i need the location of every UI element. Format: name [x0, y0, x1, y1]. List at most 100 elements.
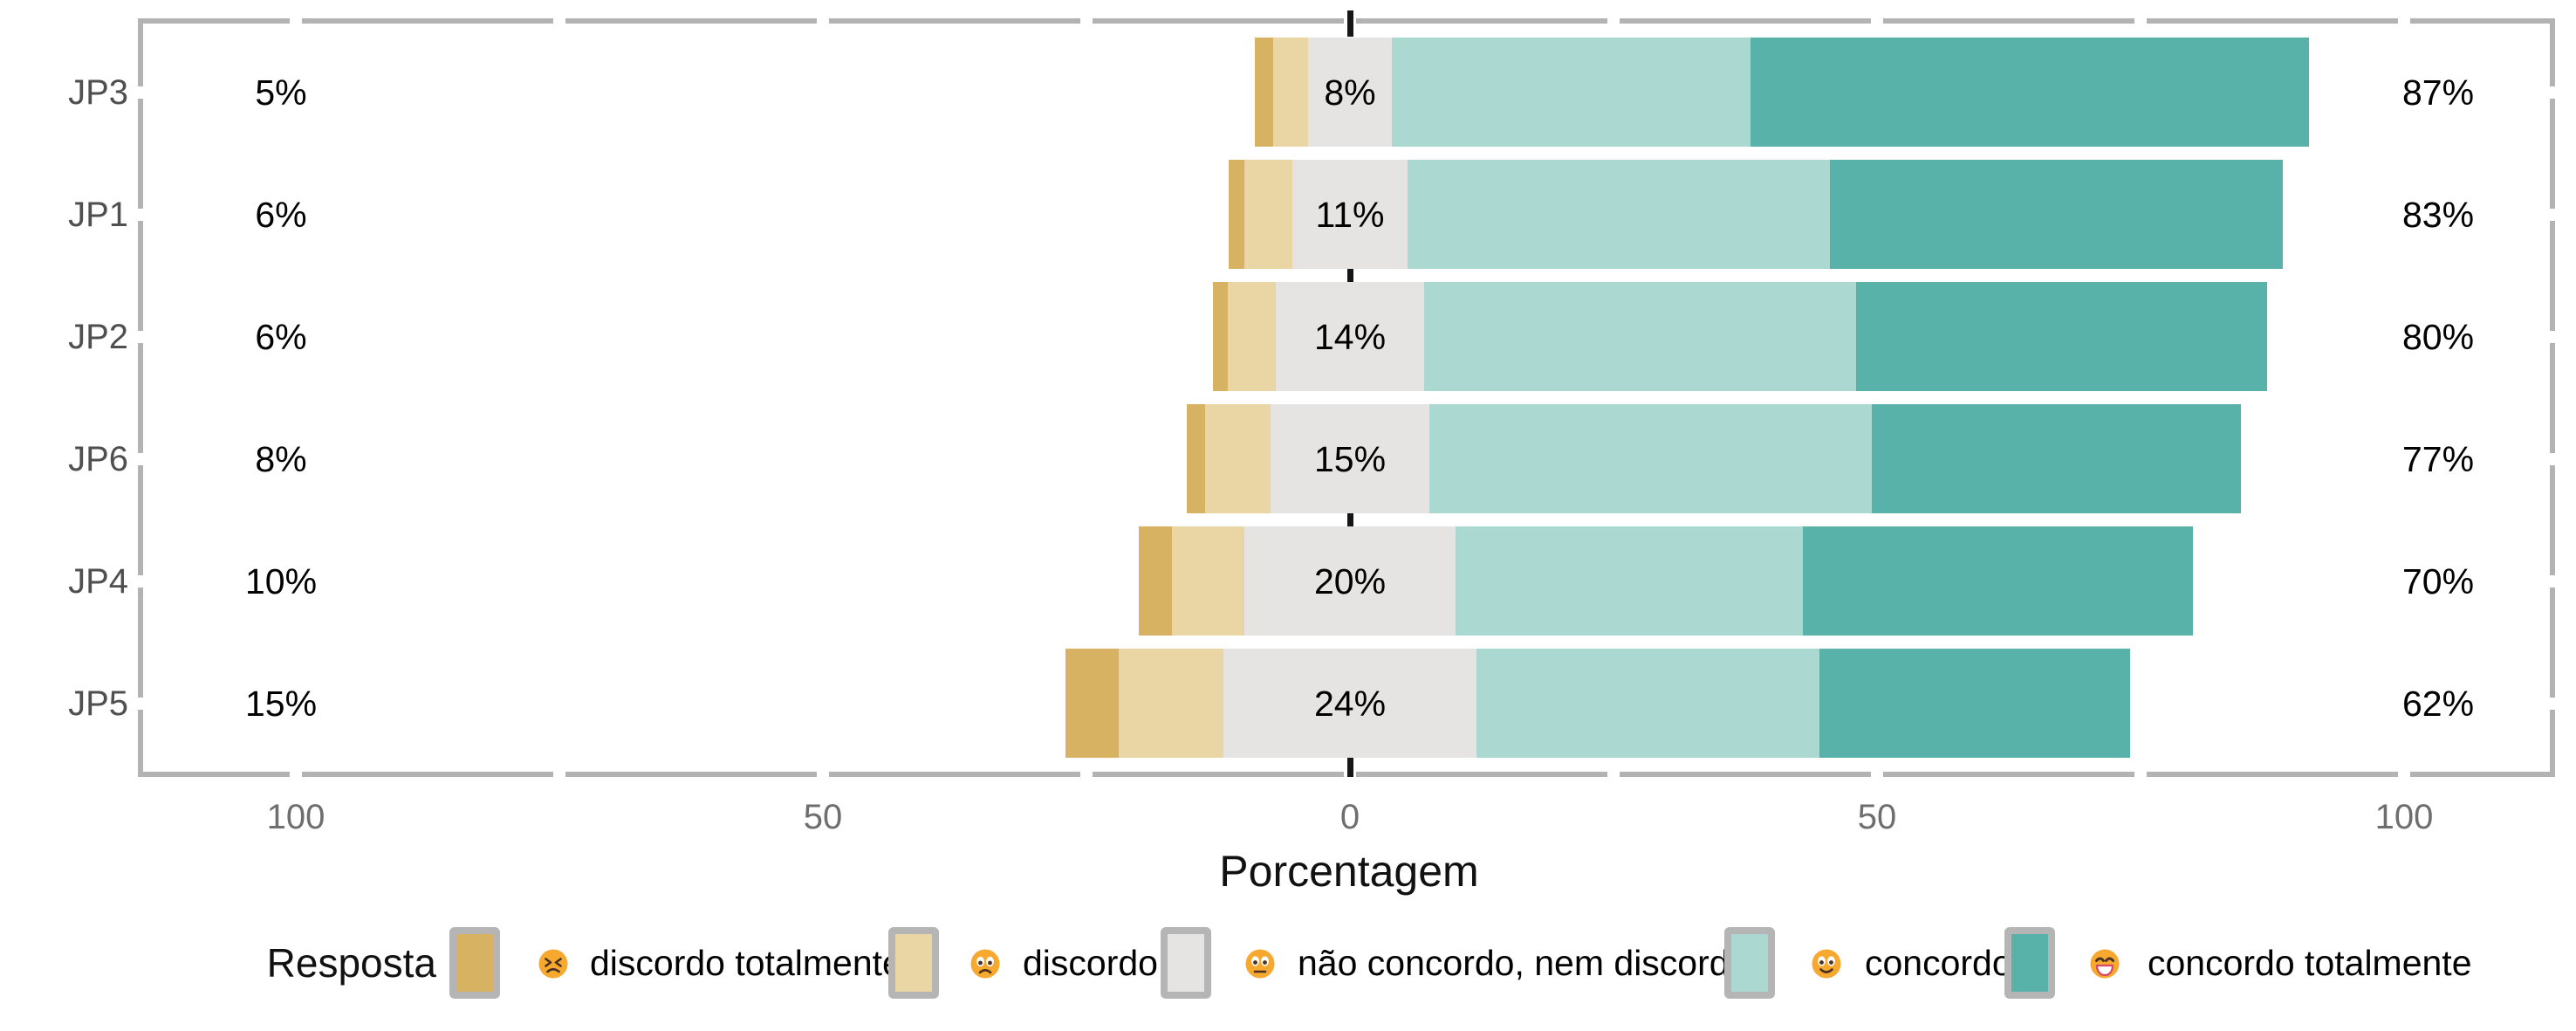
- panel-border-segment: [2550, 464, 2555, 575]
- bar-segment-level-3: [1271, 404, 1429, 513]
- center-neutral-percent-label: 8%: [1324, 72, 1376, 113]
- y-axis-label-jp6: JP6: [68, 439, 128, 478]
- bar-segment-level-3: [1223, 649, 1476, 758]
- bar-row-jp5: [1065, 649, 2130, 758]
- bar-row-jp3: [1255, 38, 2310, 147]
- frowning-face-icon: [969, 948, 1001, 979]
- panel-border-segment: [829, 18, 1080, 24]
- bar-segment-level-5: [1829, 160, 2284, 269]
- panel-border-segment: [302, 772, 553, 777]
- y-axis-label-jp3: JP3: [68, 72, 128, 112]
- panel-border-segment: [2410, 18, 2555, 24]
- bar-segment-level-2: [1119, 649, 1223, 758]
- bar-segment-level-2: [1205, 404, 1271, 513]
- grinning-face-icon: [2089, 948, 2120, 979]
- legend-label: discordo: [1023, 943, 1158, 983]
- panel-border-segment: [2410, 772, 2555, 777]
- panel-border-segment: [2550, 709, 2555, 777]
- panel-border-segment: [1883, 772, 2134, 777]
- left-disagree-percent-label: 10%: [244, 560, 318, 601]
- legend-key-frowning-face: [888, 927, 939, 999]
- bar-row-jp2: [1212, 282, 2267, 391]
- panel-border-segment: [2550, 98, 2555, 209]
- bar-segment-level-1: [1139, 526, 1172, 636]
- bar-row-jp1: [1229, 160, 2284, 269]
- x-axis-title: Porcentagem: [1219, 847, 1479, 896]
- bar-segment-level-1: [1255, 38, 1273, 147]
- bar-segment-level-5: [1855, 282, 2267, 391]
- legend-key-slightly-smiling-face: [1724, 927, 1775, 999]
- y-axis-label-jp2: JP2: [68, 317, 128, 356]
- center-neutral-percent-label: 20%: [1313, 560, 1387, 601]
- bar-segment-level-5: [1803, 526, 2194, 636]
- slightly-smiling-face-icon: [1811, 948, 1842, 979]
- panel-border-segment: [565, 18, 817, 24]
- bar-segment-level-1: [1065, 649, 1120, 758]
- panel-border-segment: [2147, 772, 2398, 777]
- panel-border-segment: [1356, 772, 1607, 777]
- panel-border-segment: [138, 709, 143, 777]
- bar-segment-level-4: [1392, 38, 1750, 147]
- center-neutral-percent-label: 14%: [1313, 316, 1387, 357]
- bar-segment-level-2: [1171, 526, 1245, 636]
- panel-border-segment: [829, 772, 1080, 777]
- center-neutral-percent-label: 11%: [1315, 194, 1385, 235]
- panel-border-segment: [1620, 18, 1871, 24]
- bar-segment-level-5: [1750, 38, 2310, 147]
- x-axis-tick-label: 100: [2374, 798, 2434, 836]
- bar-segment-level-3: [1276, 282, 1424, 391]
- panel-border-segment: [2550, 220, 2555, 331]
- panel-border-segment: [138, 464, 143, 575]
- x-axis-tick-label: 100: [266, 798, 325, 836]
- legend-label: concordo totalmente: [2148, 943, 2472, 983]
- bar-segment-level-3: [1307, 38, 1393, 147]
- neutral-face-icon: [1244, 948, 1276, 979]
- panel-border-segment: [138, 18, 143, 86]
- right-agree-percent-label: 77%: [2401, 438, 2475, 479]
- panel-border-segment: [1093, 772, 1344, 777]
- bar-segment-level-2: [1244, 160, 1292, 269]
- panel-border-segment: [138, 772, 290, 777]
- panel-border-segment: [2147, 18, 2398, 24]
- left-disagree-percent-label: 5%: [255, 72, 307, 113]
- y-axis-label-jp4: JP4: [68, 561, 128, 601]
- center-neutral-percent-label: 15%: [1313, 438, 1387, 479]
- panel-border-segment: [1093, 18, 1344, 24]
- panel-border-segment: [138, 587, 143, 698]
- bar-segment-level-4: [1476, 649, 1819, 758]
- panel-border-segment: [138, 342, 143, 453]
- panel-border-segment: [1356, 18, 1607, 24]
- bar-segment-level-4: [1408, 160, 1830, 269]
- right-agree-percent-label: 83%: [2401, 194, 2475, 235]
- panel-border-segment: [1883, 18, 2134, 24]
- panel-border-segment: [565, 772, 817, 777]
- legend-label: não concordo, nem discordo: [1298, 943, 1750, 983]
- bar-segment-level-1: [1212, 282, 1228, 391]
- x-axis-tick-label: 50: [1857, 798, 1897, 836]
- legend-key-neutral-face: [1161, 927, 1211, 999]
- y-axis-label-jp1: JP1: [68, 195, 128, 234]
- panel-border-segment: [1620, 772, 1871, 777]
- panel-border-segment: [2550, 18, 2555, 86]
- bar-row-jp6: [1186, 404, 2241, 513]
- x-axis-tick-label: 50: [803, 798, 843, 836]
- bar-segment-level-2: [1227, 282, 1277, 391]
- bar-segment-level-5: [1871, 404, 2241, 513]
- left-disagree-percent-label: 6%: [255, 316, 307, 357]
- legend-label: discordo totalmente: [590, 943, 902, 983]
- y-axis-label-jp5: JP5: [68, 684, 128, 723]
- x-axis-tick-label: 0: [1339, 798, 1360, 836]
- bar-segment-level-5: [1819, 649, 2130, 758]
- panel-border-segment: [2550, 587, 2555, 698]
- panel-border-segment: [138, 18, 290, 24]
- bar-segment-level-3: [1291, 160, 1408, 269]
- bar-segment-level-4: [1428, 404, 1872, 513]
- bar-segment-level-2: [1272, 38, 1308, 147]
- confounded-face-icon: [538, 948, 569, 979]
- panel-border-segment: [302, 18, 553, 24]
- right-agree-percent-label: 70%: [2401, 560, 2475, 601]
- bar-segment-level-1: [1186, 404, 1206, 513]
- left-disagree-percent-label: 15%: [244, 683, 318, 724]
- center-neutral-percent-label: 24%: [1313, 683, 1387, 724]
